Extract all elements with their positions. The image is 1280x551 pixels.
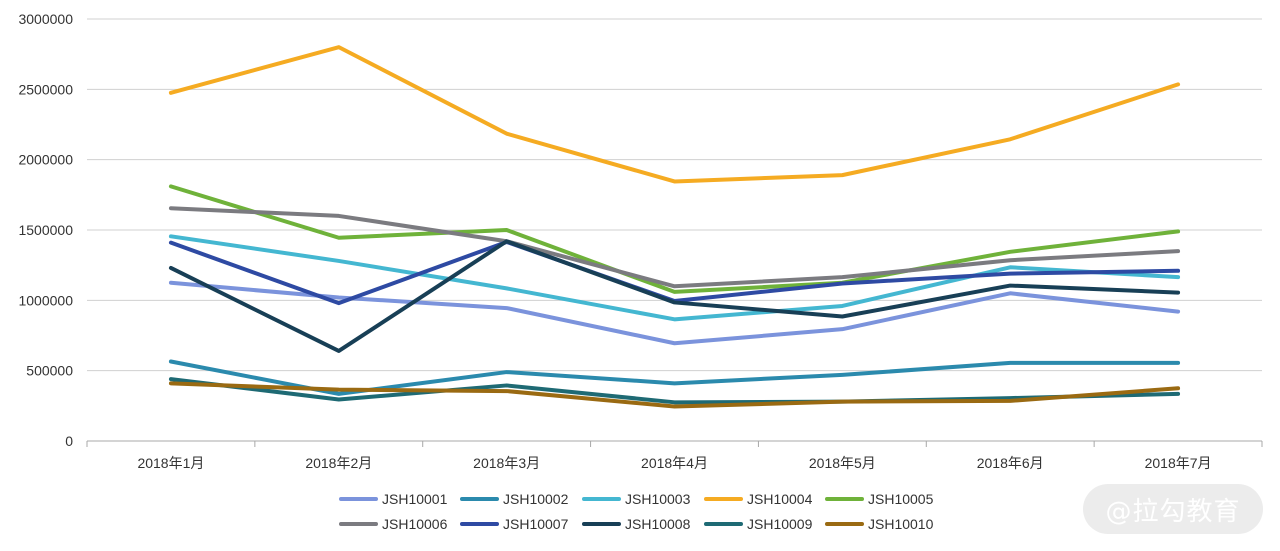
legend-label: JSH10007: [503, 516, 569, 532]
legend-label: JSH10009: [747, 516, 813, 532]
x-tick-label: 2018年5月: [809, 455, 876, 471]
series-line-jsh10009: [168, 377, 1181, 405]
legend-label: JSH10006: [382, 516, 448, 532]
series-line-jsh10001: [168, 280, 1181, 346]
legend-label: JSH10010: [868, 516, 934, 532]
series-lines: [168, 45, 1181, 409]
y-tick-label: 2000000: [18, 152, 73, 168]
watermark-text: @拉勾教育: [1105, 496, 1241, 527]
x-tick-label: 2018年2月: [305, 455, 372, 471]
x-axis: 2018年1月 2018年2月 2018年3月 2018年4月 2018年5月 2018年…: [86, 440, 1263, 471]
x-tick-label: 2018年4月: [641, 455, 708, 471]
gridlines: [87, 18, 1262, 372]
legend-label: JSH10004: [747, 491, 813, 507]
watermark-badge: @拉勾教育: [1083, 484, 1263, 534]
series-line-jsh10005: [168, 184, 1181, 294]
y-tick-label: 3000000: [18, 11, 73, 27]
legend-label: JSH10005: [868, 491, 934, 507]
y-tick-label: 500000: [26, 363, 73, 379]
y-tick-label: 1000000: [18, 292, 73, 308]
y-tick-label: 2500000: [18, 81, 73, 97]
y-tick-label: 1500000: [18, 222, 73, 238]
series-line-jsh10008: [168, 239, 1181, 353]
x-tick-label: 2018年3月: [473, 455, 540, 471]
x-tick-label: 2018年6月: [977, 455, 1044, 471]
legend-label: JSH10001: [382, 491, 448, 507]
legend-label: JSH10008: [625, 516, 691, 532]
legend-label: JSH10002: [503, 491, 569, 507]
legend: JSH10001 JSH10002 JSH10003 JSH10004 JSH10005…: [339, 491, 934, 532]
y-tick-label: 0: [65, 433, 73, 449]
series-line-jsh10006: [168, 206, 1181, 289]
x-tick-label: 2018年7月: [1145, 455, 1212, 471]
legend-label: JSH10003: [625, 491, 691, 507]
series-line-jsh10002: [168, 359, 1181, 396]
series-line-jsh10004: [168, 45, 1181, 184]
y-axis-ticks: 0 500000 1000000 1500000 2000000 2500000 30000…: [18, 11, 73, 449]
x-tick-label: 2018年1月: [137, 455, 204, 471]
series-line-jsh10003: [168, 234, 1181, 322]
series-line-jsh10010: [168, 381, 1181, 409]
